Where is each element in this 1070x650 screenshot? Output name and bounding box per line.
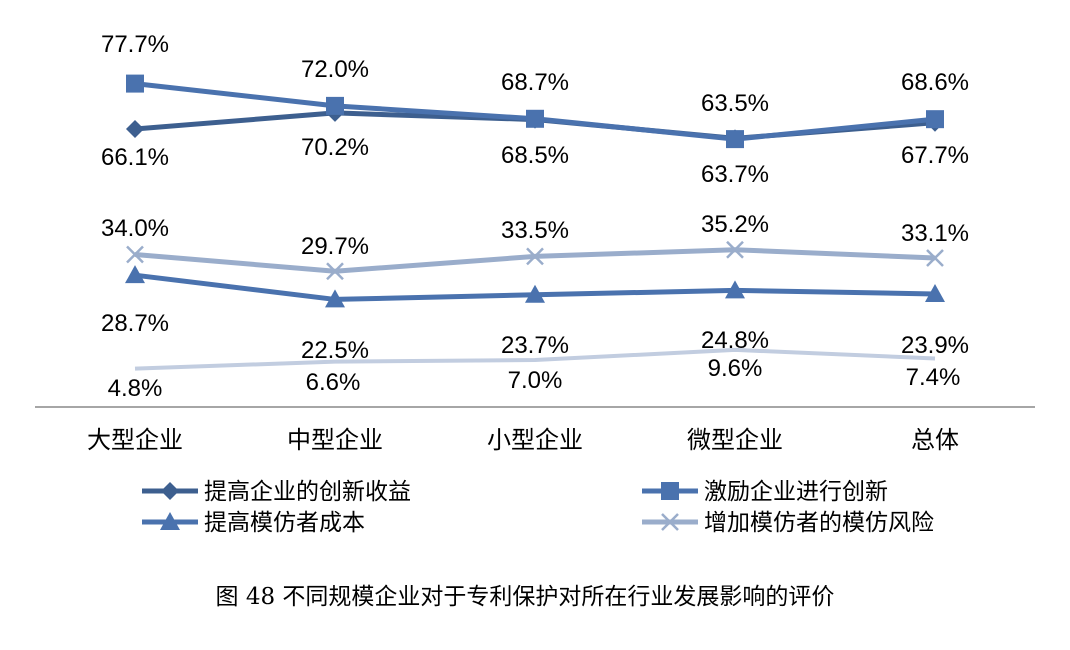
data-label: 70.2%: [301, 134, 369, 161]
series-3-point: [925, 283, 945, 302]
data-label: 34.0%: [101, 215, 169, 242]
x-tick-label: 小型企业: [487, 426, 583, 454]
data-label: 68.5%: [501, 142, 569, 169]
series-2-point: [126, 74, 144, 93]
series-2-point: [726, 130, 744, 149]
legend-label: 提高模仿者成本: [204, 510, 365, 536]
data-label: 9.6%: [708, 355, 763, 382]
x-tick-label: 微型企业: [687, 426, 783, 454]
series-markers: [125, 74, 945, 308]
data-label: 6.6%: [306, 369, 361, 396]
legend-item: 激励企业进行创新: [642, 479, 888, 505]
data-label: 35.2%: [701, 211, 769, 238]
legend-label: 提高企业的创新收益: [204, 479, 411, 505]
data-label: 29.7%: [301, 233, 369, 260]
x-tick-label: 大型企业: [87, 426, 183, 454]
legend-marker: [661, 482, 679, 500]
series-2-point: [926, 110, 944, 129]
data-label: 23.9%: [901, 332, 969, 359]
series-4-point: [526, 247, 544, 266]
legend-item: 增加模仿者的模仿风险: [642, 510, 934, 536]
x-axis-categories: 大型企业 中型企业 小型企业 微型企业 总体: [87, 426, 959, 454]
data-label: 33.5%: [501, 217, 569, 244]
series-5-line: [134, 347, 936, 371]
series-3-point: [525, 284, 545, 303]
legend-marker: [160, 512, 180, 530]
series-2-point: [526, 109, 544, 128]
data-label: 22.5%: [301, 337, 369, 364]
legend-item: 提高企业的创新收益: [142, 479, 411, 505]
data-labels: 66.1% 70.2% 68.5% 63.7% 67.7% 77.7% 72.0% 68.7%…: [101, 31, 969, 402]
legend-item: 提高模仿者成本: [142, 510, 365, 536]
legend-marker: [661, 513, 679, 531]
series-2-point: [326, 96, 344, 115]
data-label: 4.8%: [108, 375, 163, 402]
series-3-point: [125, 265, 145, 284]
data-label: 33.1%: [901, 220, 969, 247]
data-label: 24.8%: [701, 327, 769, 354]
data-label: 23.7%: [501, 332, 569, 359]
series-4-point: [326, 262, 344, 281]
data-label: 63.5%: [701, 90, 769, 117]
x-tick-label: 中型企业: [287, 426, 383, 454]
series-4-point: [126, 245, 144, 264]
series-4-point: [726, 240, 744, 259]
data-label: 7.0%: [508, 367, 563, 394]
series-4-line: [134, 247, 936, 274]
data-label: 68.6%: [901, 69, 969, 96]
data-label: 28.7%: [101, 310, 169, 337]
data-label: 67.7%: [901, 142, 969, 169]
data-label: 68.7%: [501, 69, 569, 96]
figure-caption: 图 48 不同规模企业对于专利保护对所在行业发展影响的评价: [216, 584, 835, 610]
data-label: 77.7%: [101, 31, 169, 58]
legend-label: 增加模仿者的模仿风险: [704, 510, 934, 536]
series-3-point: [325, 289, 345, 308]
series-3-point: [725, 280, 745, 299]
x-tick-label: 总体: [911, 426, 959, 454]
data-label: 66.1%: [101, 144, 169, 171]
legend-marker: [161, 482, 179, 500]
legend-label: 激励企业进行创新: [704, 479, 888, 505]
series-1-point: [126, 119, 144, 138]
data-label: 72.0%: [301, 56, 369, 83]
series-4-point: [926, 249, 944, 267]
data-label: 63.7%: [701, 161, 769, 188]
data-label: 7.4%: [906, 364, 961, 391]
